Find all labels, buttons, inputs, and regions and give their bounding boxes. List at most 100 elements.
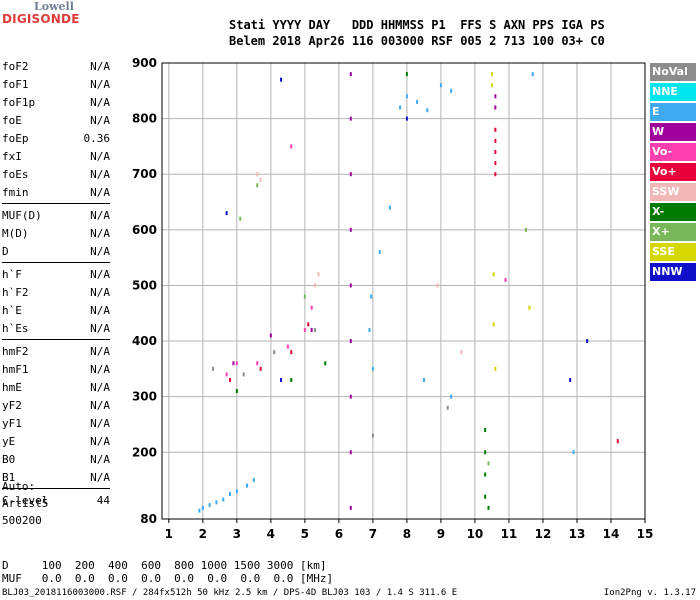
echo-point — [290, 377, 293, 382]
header-columns: Stati YYYY DAY DDD HHMMSS P1 FFS S AXN P… — [229, 18, 605, 32]
echo-point — [235, 361, 238, 366]
param-label: h`Es — [2, 322, 29, 335]
echo-point — [246, 483, 249, 488]
echo-point — [349, 72, 352, 77]
param-label: M(D) — [2, 227, 29, 240]
param-label: h`F — [2, 268, 22, 281]
param-label: B1 — [2, 471, 16, 484]
param-value: N/A — [90, 417, 110, 430]
echo-point — [450, 394, 453, 399]
parameter-panel: foF2 N/A foF1 N/A foF1p N/A foE N/A foEp 0.36 fxI N… — [2, 58, 110, 510]
param-row: hmF2 N/A — [2, 343, 110, 361]
echo-point — [494, 366, 497, 371]
echo-point — [235, 389, 238, 394]
x-tick-label: 14 — [603, 527, 620, 541]
series-w — [232, 72, 497, 510]
echo-point — [303, 327, 306, 332]
auto-version: 500200 — [2, 514, 42, 527]
param-row: hmF1 N/A — [2, 361, 110, 379]
echo-point — [349, 450, 352, 455]
param-row: MUF(D) N/A — [2, 207, 110, 225]
param-value: N/A — [90, 114, 110, 127]
distance-row: D 100 200 400 600 800 1000 1500 3000 [km… — [2, 559, 327, 572]
muf-row: MUF 0.0 0.0 0.0 0.0 0.0 0.0 0.0 0.0 [MHz… — [2, 572, 334, 585]
echo-point — [215, 500, 218, 505]
param-label: foEs — [2, 168, 29, 181]
software-version: Ion2Png v. 1.3.17 — [603, 588, 696, 598]
legend-entry: NNE — [650, 83, 696, 101]
echo-point — [198, 508, 201, 513]
echo-point — [572, 450, 575, 455]
logo-digisonde-text: DIGISONDE — [2, 12, 80, 26]
series-x- — [239, 183, 527, 466]
legend-entry: X- — [650, 203, 696, 221]
param-label: hmF2 — [2, 345, 29, 358]
param-value: N/A — [90, 304, 110, 317]
echo-point — [494, 127, 497, 132]
echo-point — [307, 322, 310, 327]
param-label: foF1 — [2, 78, 29, 91]
y-tick-labels: 80 200 300 400 500 600 700 800 900 — [132, 56, 157, 526]
param-value: N/A — [90, 209, 110, 222]
x-tick-labels: 1 2 3 4 5 6 7 8 9 10 11 12 13 14 15 — [165, 527, 654, 541]
param-value: N/A — [90, 453, 110, 466]
param-value: 0.36 — [83, 132, 111, 145]
echo-point — [303, 294, 306, 299]
y-tick-label: 700 — [132, 167, 157, 181]
logo-lowell-text: Lowell — [34, 0, 74, 13]
plot-frame — [161, 62, 646, 520]
param-value: N/A — [90, 435, 110, 448]
param-separator — [2, 488, 110, 489]
echo-point — [436, 283, 439, 288]
param-row: foF2 N/A — [2, 58, 110, 76]
echo-point — [484, 494, 487, 499]
param-label: h`F2 — [2, 286, 29, 299]
echo-point — [524, 227, 527, 232]
echo-point — [368, 327, 371, 332]
param-value: N/A — [90, 150, 110, 163]
echo-point — [490, 83, 493, 88]
param-value: N/A — [90, 345, 110, 358]
param-row: yE N/A — [2, 433, 110, 451]
echo-point — [616, 439, 619, 444]
param-value: N/A — [90, 471, 110, 484]
echo-point — [349, 505, 352, 510]
legend-entry: NoVal — [650, 63, 696, 81]
echo-point — [450, 88, 453, 93]
param-row: M(D) N/A — [2, 225, 110, 243]
param-row: yF2 N/A — [2, 397, 110, 415]
echo-point — [484, 450, 487, 455]
echo-point — [416, 99, 419, 104]
echo-point — [494, 161, 497, 166]
echo-point — [487, 461, 490, 466]
param-value: N/A — [90, 60, 110, 73]
echo-point — [259, 177, 262, 182]
param-value: N/A — [90, 381, 110, 394]
y-tick-label: 80 — [140, 512, 157, 526]
y-tick-label: 200 — [132, 445, 157, 459]
param-value: N/A — [90, 399, 110, 412]
series-x- — [235, 72, 490, 510]
echo-point — [349, 283, 352, 288]
param-row: foF1p N/A — [2, 94, 110, 112]
param-separator — [2, 339, 110, 340]
param-value: N/A — [90, 78, 110, 91]
legend-entry: NNW — [650, 263, 696, 281]
echo-point — [349, 394, 352, 399]
param-label: yE — [2, 435, 16, 448]
legend-entry: W — [650, 123, 696, 141]
echo-point — [324, 361, 327, 366]
x-tick-label: 1 — [165, 527, 173, 541]
legend-entry: SSE — [650, 243, 696, 261]
series-vo- — [229, 127, 619, 444]
echo-point — [242, 372, 245, 377]
param-value: N/A — [90, 322, 110, 335]
legend-entry: SSW — [650, 183, 696, 201]
echo-point — [504, 277, 507, 282]
echo-point — [378, 250, 381, 255]
echo-point — [290, 350, 293, 355]
x-tick-label: 6 — [335, 527, 343, 541]
echo-point — [494, 172, 497, 177]
echo-point — [239, 216, 242, 221]
